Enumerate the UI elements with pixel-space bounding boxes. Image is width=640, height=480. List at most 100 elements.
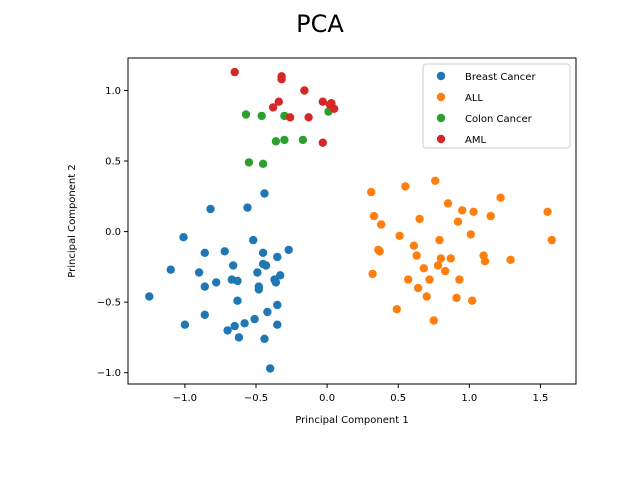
data-point-breast-cancer-21 — [250, 314, 259, 324]
data-point-all-36 — [506, 255, 515, 264]
legend-label-colon-cancer: Colon Cancer — [465, 114, 533, 125]
data-point-breast-cancer-37 — [276, 271, 285, 280]
data-point-breast-cancer-27 — [261, 261, 271, 270]
data-point-colon-cancer-3 — [257, 111, 266, 121]
data-point-all-16 — [425, 275, 434, 284]
data-point-all-21 — [436, 254, 446, 263]
data-point-all-5 — [377, 220, 386, 229]
data-point-breast-cancer-11 — [223, 326, 232, 335]
legend-marker-breast-cancer — [436, 71, 446, 81]
data-point-breast-cancer-14 — [230, 321, 239, 331]
data-point-all-34 — [486, 211, 495, 221]
data-point-breast-cancer-33 — [271, 278, 281, 287]
data-point-colon-cancer-1 — [258, 159, 268, 168]
y-tick-label: 1.0 — [105, 86, 121, 97]
data-point-all-25 — [452, 293, 461, 303]
data-point-all-15 — [422, 292, 431, 301]
data-point-aml-1 — [268, 103, 278, 112]
data-point-breast-cancer-35 — [273, 320, 282, 329]
data-point-breast-cancer-24 — [254, 285, 263, 294]
series-breast-cancer — [145, 189, 293, 373]
data-point-colon-cancer-5 — [280, 135, 289, 145]
data-point-breast-cancer-10 — [220, 247, 229, 256]
y-tick-label: 0.5 — [105, 157, 121, 168]
data-point-breast-cancer-36 — [273, 252, 282, 262]
data-point-aml-4 — [277, 75, 286, 84]
data-point-aml-6 — [300, 86, 309, 95]
y-axis: −1.0 −0.5 0.0 0.5 1.0 — [97, 86, 128, 379]
data-point-breast-cancer-30 — [263, 307, 272, 317]
data-point-breast-cancer-7 — [200, 310, 209, 319]
data-point-all-7 — [395, 231, 404, 240]
data-point-all-17 — [429, 316, 438, 325]
x-axis-label: Principal Component 1 — [295, 415, 408, 426]
data-point-all-9 — [404, 275, 413, 284]
chart-title: PCA — [296, 10, 344, 38]
legend-marker-aml — [436, 134, 446, 144]
data-point-all-23 — [443, 199, 453, 208]
data-point-breast-cancer-13 — [229, 261, 238, 270]
data-point-breast-cancer-4 — [194, 268, 204, 277]
data-point-aml-0 — [230, 67, 239, 77]
data-point-all-14 — [419, 264, 428, 273]
data-point-all-37 — [543, 207, 552, 216]
data-point-all-20 — [435, 235, 444, 245]
x-tick-label: 0.5 — [390, 393, 406, 404]
legend: Breast Cancer ALL Colon Cancer AML — [422, 63, 571, 149]
plot-area — [145, 67, 556, 373]
axes-frame — [127, 57, 577, 385]
data-point-breast-cancer-19 — [243, 203, 252, 212]
data-point-all-24 — [446, 254, 455, 263]
data-point-breast-cancer-0 — [145, 292, 154, 301]
data-point-breast-cancer-17 — [234, 333, 244, 342]
data-point-aml-5 — [285, 113, 295, 122]
data-point-all-6 — [392, 305, 401, 314]
data-point-breast-cancer-8 — [206, 204, 215, 214]
data-point-breast-cancer-15 — [233, 276, 242, 286]
data-point-all-22 — [441, 266, 450, 276]
data-point-breast-cancer-1 — [166, 265, 175, 274]
data-point-all-28 — [458, 206, 467, 215]
legend-label-aml: AML — [465, 135, 486, 146]
data-point-all-13 — [415, 214, 424, 224]
data-point-breast-cancer-9 — [212, 278, 221, 287]
data-point-all-19 — [433, 261, 443, 270]
data-point-colon-cancer-4 — [271, 137, 281, 146]
data-point-all-0 — [367, 187, 376, 197]
data-point-breast-cancer-34 — [273, 300, 282, 310]
data-point-all-29 — [466, 230, 475, 239]
data-point-all-12 — [413, 283, 423, 293]
data-point-all-11 — [412, 251, 421, 260]
data-point-all-8 — [401, 182, 410, 191]
x-tick-label: 1.0 — [461, 393, 477, 404]
data-point-aml-9 — [318, 97, 327, 106]
x-tick-label: −0.5 — [244, 393, 268, 404]
series-aml — [230, 67, 339, 147]
data-point-breast-cancer-38 — [284, 245, 293, 255]
data-point-breast-cancer-29 — [260, 334, 269, 343]
y-tick-label: −0.5 — [97, 298, 121, 309]
data-point-aml-2 — [274, 97, 283, 106]
data-point-all-1 — [368, 269, 377, 279]
data-point-all-35 — [496, 193, 505, 202]
data-point-all-18 — [431, 176, 440, 185]
data-point-all-33 — [480, 257, 490, 266]
data-point-all-4 — [375, 247, 384, 256]
y-tick-label: 0.0 — [105, 227, 121, 238]
data-point-aml-12 — [330, 104, 339, 114]
data-point-breast-cancer-28 — [260, 189, 269, 198]
x-axis: −1.0 −0.5 0.0 0.5 1.0 1.5 — [173, 384, 548, 404]
data-point-breast-cancer-3 — [179, 233, 188, 242]
x-tick-label: 0.0 — [319, 393, 335, 404]
data-point-all-30 — [468, 296, 477, 305]
data-point-breast-cancer-2 — [180, 320, 190, 329]
data-point-breast-cancer-22 — [253, 268, 262, 277]
legend-label-all: ALL — [465, 93, 483, 104]
data-point-breast-cancer-6 — [200, 282, 209, 291]
data-point-breast-cancer-20 — [249, 235, 258, 245]
data-point-breast-cancer-16 — [233, 296, 242, 305]
y-axis-label: Principal Component 2 — [67, 164, 78, 277]
legend-label-breast-cancer: Breast Cancer — [465, 72, 536, 83]
data-point-breast-cancer-25 — [258, 248, 268, 257]
